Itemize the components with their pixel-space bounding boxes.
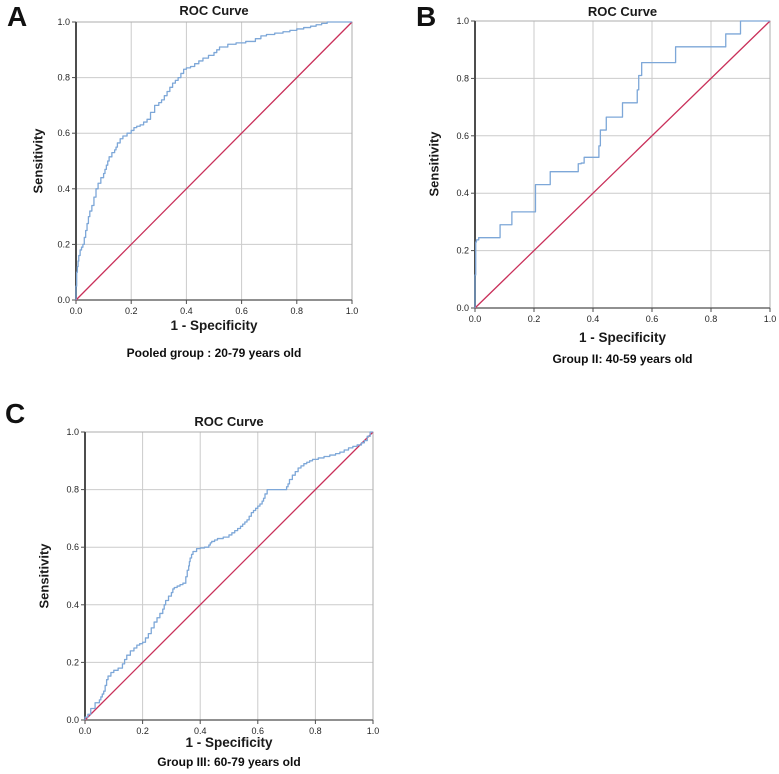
roc-panel-c: 0.0 0.0 0.2 0.2 0.4 0.4 0.6 0.6 0.8 0.8 1.0 1.0 C R… — [0, 390, 400, 774]
y-tick-label: 0.2 — [456, 246, 469, 256]
y-tick-label: 1.0 — [57, 17, 70, 27]
y-tick-label: 0.6 — [456, 131, 469, 141]
x-axis-label-a: 1 - Specificity — [170, 318, 258, 333]
y-tick-label: 0.6 — [57, 128, 70, 138]
x-tick-label: 0.6 — [646, 314, 659, 324]
x-tick-label: 0.2 — [125, 306, 138, 316]
panel-label-a: A — [7, 1, 28, 32]
y-tick-label: 0.4 — [456, 188, 469, 198]
roc-curve — [474, 20, 770, 308]
roc-curve — [75, 21, 352, 300]
x-tick-label: 0.0 — [469, 314, 482, 324]
y-tick-label: 0.4 — [66, 600, 79, 610]
x-tick-label: 0.4 — [180, 306, 193, 316]
chart-title-a: ROC Curve — [179, 3, 249, 18]
y-tick-label: 0.0 — [456, 303, 469, 313]
x-tick-label: 1.0 — [764, 314, 777, 324]
reference-line — [84, 431, 374, 721]
reference-line — [75, 21, 353, 301]
x-axis-label-b: 1 - Specificity — [578, 330, 667, 345]
chart-title-b: ROC Curve — [587, 4, 658, 19]
panel-label-c: C — [5, 398, 26, 429]
x-tick-label: 0.6 — [252, 726, 265, 736]
y-tick-label: 1.0 — [66, 427, 79, 437]
group-caption-c: Group III: 60-79 years old — [157, 755, 301, 769]
x-tick-label: 0.4 — [587, 314, 600, 324]
x-tick-label: 0.6 — [235, 306, 248, 316]
y-axis-label-c: Sensitivity — [36, 543, 52, 609]
reference-line — [474, 20, 771, 309]
plot-area: 0.00.0 0.2 0.2 0.4 0.4 0.6 0.6 0.8 0.8 1.0 1.0 — [456, 16, 776, 324]
y-tick-label: 0.0 — [57, 295, 70, 305]
group-caption-b: Group II: 40-59 years old — [552, 352, 693, 366]
y-tick-label: 0.8 — [57, 73, 70, 83]
x-tick-label: 1.0 — [367, 726, 380, 736]
y-tick-label: 0.6 — [66, 542, 79, 552]
chart-title-c: ROC Curve — [194, 414, 264, 429]
roc-plot-a: 0.00.0 0.2 0.2 0.4 0.4 0.6 0.6 0.8 0.8 1.0 1.0 — [57, 17, 358, 316]
y-tick-label: 0.0 — [66, 715, 79, 725]
x-tick-label: 0.2 — [528, 314, 541, 324]
x-tick-label: 0.0 — [70, 306, 83, 316]
y-tick-label: 0.8 — [456, 73, 469, 83]
y-axis-label-b: Sensitivity — [426, 131, 442, 197]
x-tick-label: 0.2 — [136, 726, 149, 736]
panel-label-b: B — [416, 1, 437, 32]
x-tick-label: 0.4 — [194, 726, 207, 736]
y-tick-label: 0.2 — [57, 239, 70, 249]
roc-panel-b: 0.0 0.0 0.2 0.2 0.4 0.4 0.6 0.6 0.8 0.8 1.0 1.0 B R… — [390, 0, 779, 386]
y-axis-label-a: Sensitivity — [30, 128, 46, 194]
x-tick-label: 0.8 — [309, 726, 322, 736]
x-tick-label: 0.0 — [79, 726, 92, 736]
x-tick-label: 0.8 — [291, 306, 304, 316]
plot-area: 0.00.0 0.2 0.2 0.4 0.4 0.6 0.6 0.8 0.8 1.0 1.0 — [66, 427, 379, 736]
y-tick-label: 1.0 — [456, 16, 469, 26]
group-caption-a: Pooled group : 20-79 years old — [126, 346, 302, 360]
plot-area: 0.00.0 0.2 0.2 0.4 0.4 0.6 0.6 0.8 0.8 1.0 1.0 — [57, 17, 358, 316]
roc-panel-a: 0.0 0.0 0.2 0.2 0.4 0.4 0.6 0.6 0.8 0.8 1.0 1.0 A R… — [0, 0, 390, 386]
y-tick-label: 0.4 — [57, 184, 70, 194]
y-tick-label: 0.8 — [66, 485, 79, 495]
x-tick-label: 1.0 — [346, 306, 359, 316]
roc-plot-c: 0.00.0 0.2 0.2 0.4 0.4 0.6 0.6 0.8 0.8 1.0 1.0 — [66, 427, 379, 736]
roc-plot-b: 0.00.0 0.2 0.2 0.4 0.4 0.6 0.6 0.8 0.8 1.0 1.0 — [456, 16, 776, 324]
y-tick-label: 0.2 — [66, 657, 79, 667]
x-axis-label-c: 1 - Specificity — [185, 735, 273, 750]
roc-curve — [84, 431, 373, 720]
x-tick-label: 0.8 — [705, 314, 718, 324]
